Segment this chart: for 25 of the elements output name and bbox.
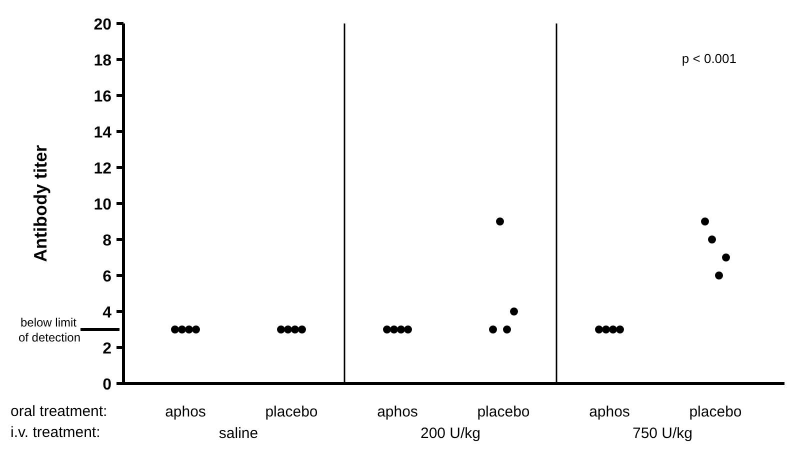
text: below limit of detection — [18, 316, 80, 344]
x-tick-label: aphos — [377, 404, 418, 420]
y-tick-label: 10 — [94, 196, 112, 214]
y-tick-label: 2 — [102, 340, 112, 358]
text: 200 U/kg — [420, 425, 481, 442]
y-axis-title: Antibody titer — [30, 144, 50, 262]
y-tick-label: 4 — [102, 304, 112, 322]
y-tick-label: 18 — [94, 52, 112, 70]
y-tick-label: 14 — [94, 124, 112, 142]
x-tick-label: aphos — [165, 404, 206, 420]
x-tick-label: placebo — [689, 404, 742, 420]
y-tick-label: 20 — [94, 16, 112, 34]
y-tick-label: 12 — [94, 160, 112, 178]
x-tick-label: placebo — [265, 404, 318, 420]
x-tick-label: placebo — [477, 404, 530, 420]
text: 750 U/kg — [632, 425, 693, 442]
text: i.v. treatment: — [10, 424, 100, 441]
y-tick-label: 6 — [102, 268, 112, 286]
y-tick-label: 16 — [94, 88, 112, 106]
text: oral treatment: — [10, 403, 108, 420]
annotation: p < 0.001 — [682, 51, 736, 66]
y-tick-label: 8 — [102, 232, 112, 250]
x-tick-label: aphos — [589, 404, 630, 420]
text: saline — [218, 425, 258, 442]
y-tick-label: 0 — [102, 376, 112, 394]
